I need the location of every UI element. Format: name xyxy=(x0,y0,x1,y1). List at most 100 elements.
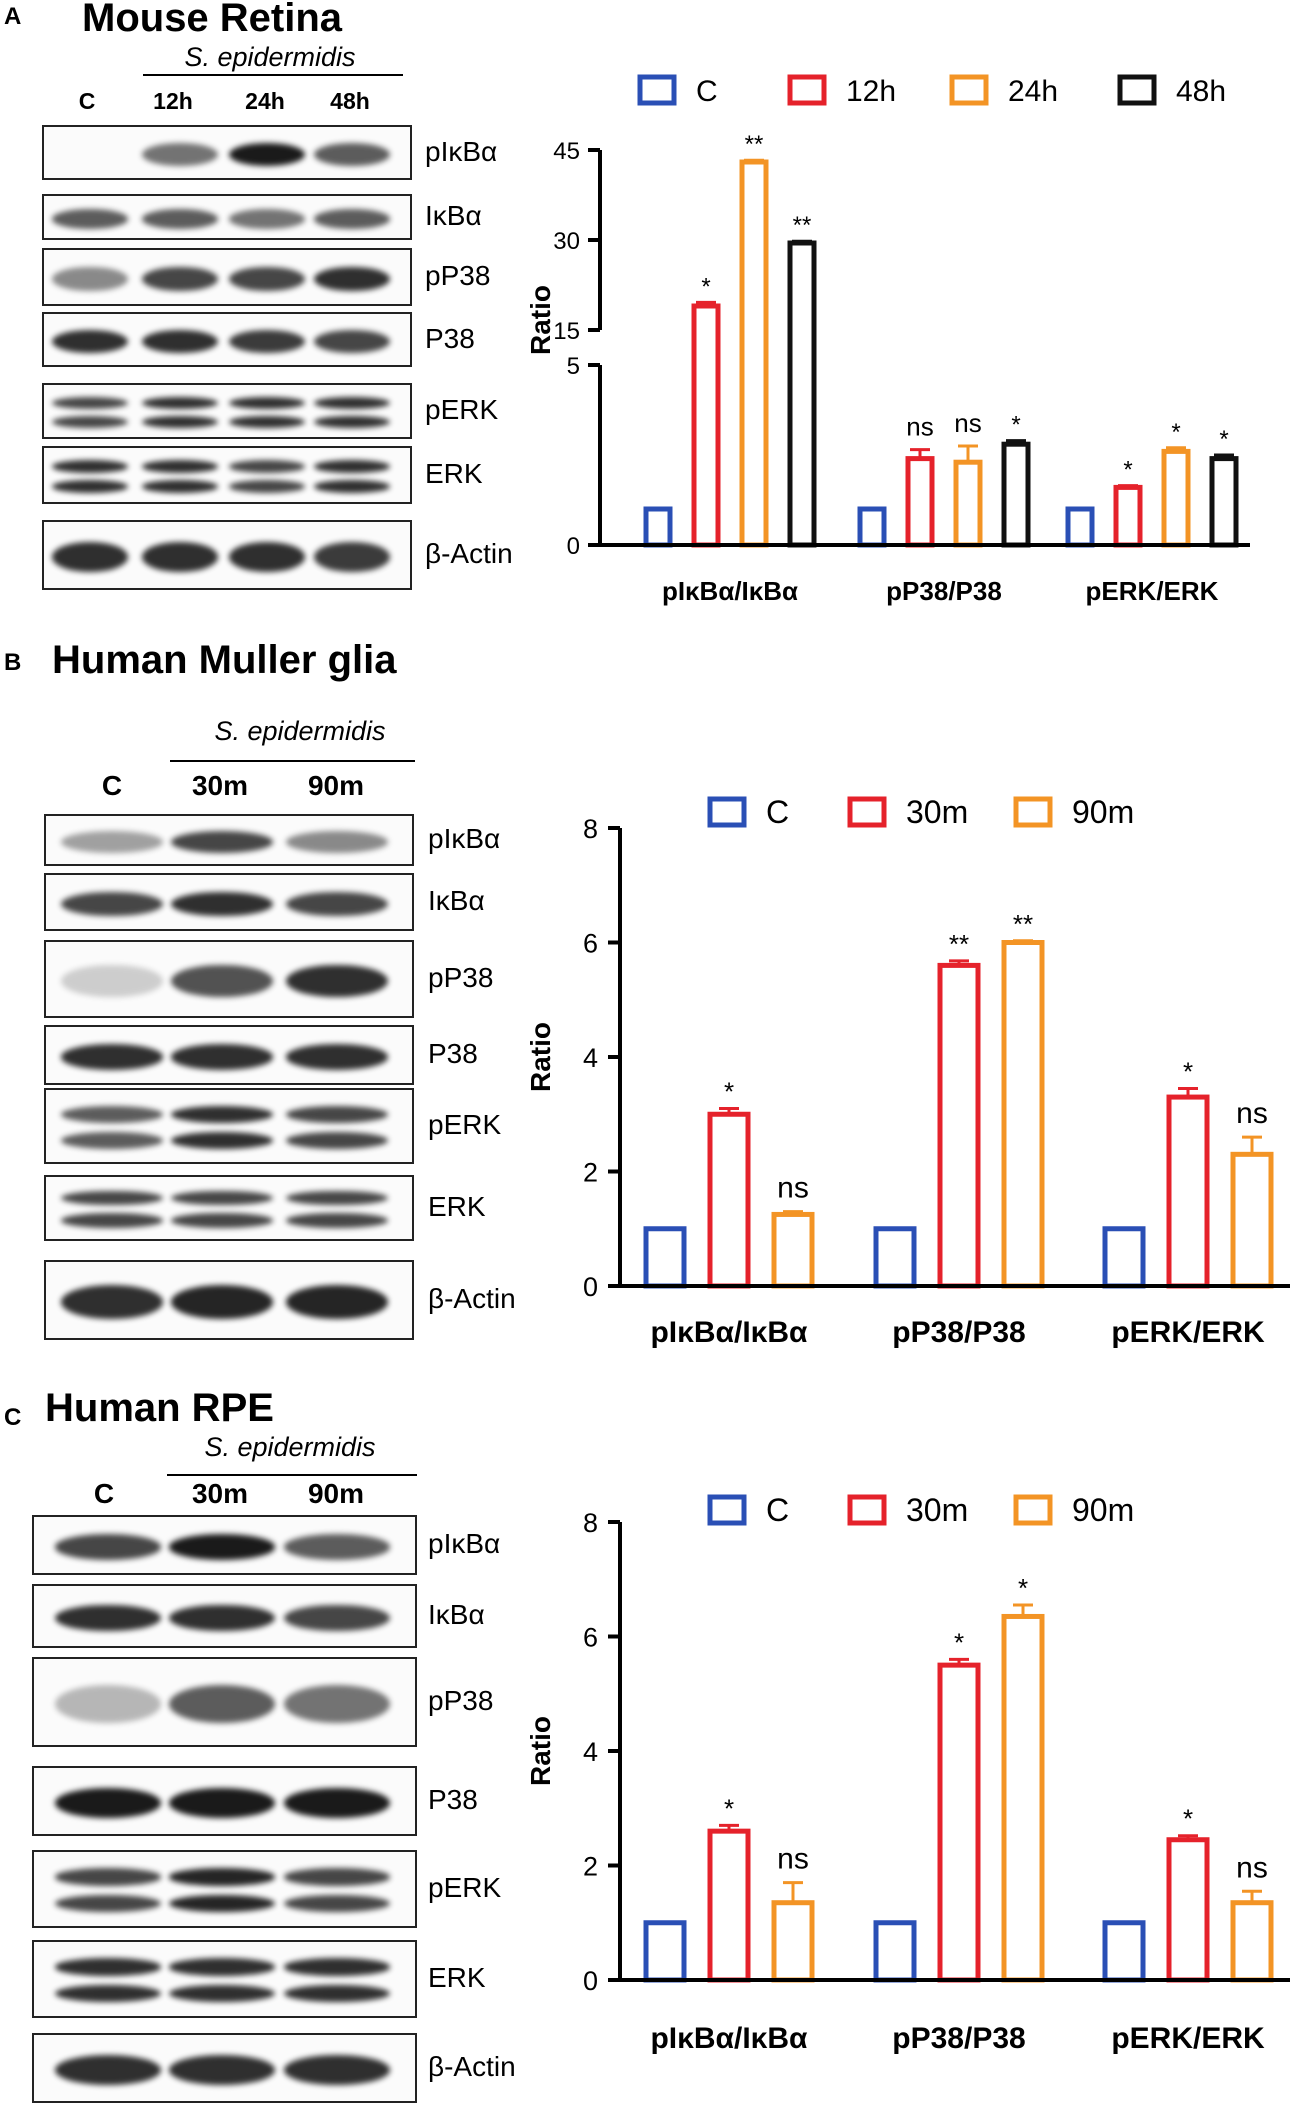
blot-band xyxy=(229,142,305,167)
blot-label-ikba: IκBα xyxy=(428,1599,485,1630)
x-tick-label: pERK/ERK xyxy=(1111,1316,1265,1349)
blot-label-p38: P38 xyxy=(428,1038,478,1069)
panel-b-lane-30m: 30m xyxy=(191,770,249,801)
y-tick-label: 8 xyxy=(583,1508,598,1538)
blot-label-beta-actin: β-Actin xyxy=(428,2051,516,2082)
blot-band xyxy=(61,1285,163,1319)
blot-band xyxy=(55,1685,161,1723)
blot-band xyxy=(55,1604,161,1632)
blot-band xyxy=(142,329,218,354)
blot-a-beta-actin xyxy=(42,520,412,590)
blot-band xyxy=(229,460,305,473)
blot-label-beta-actin: β-Actin xyxy=(425,538,513,569)
x-tick-label: pIκBα/IκBα xyxy=(650,1316,808,1349)
significance-label: ns xyxy=(1236,1851,1268,1884)
bar-c xyxy=(1102,1920,1146,1983)
blot-label-pikba: pIκBα xyxy=(428,823,501,854)
x-tick-label: pP38/P38 xyxy=(892,2022,1025,2055)
blot-c-ikba xyxy=(32,1584,417,1648)
panel-b-treatment: S. epidermidis xyxy=(214,716,386,746)
x-tick-label: pIκBα/IκBα xyxy=(650,2022,808,2055)
bar-24h xyxy=(739,159,769,548)
blot-a-pp38 xyxy=(42,248,412,306)
blot-label-ikba: IκBα xyxy=(428,885,485,916)
bar-30m xyxy=(937,1662,981,1983)
blot-band xyxy=(169,1894,275,1913)
legend-label-24h: 24h xyxy=(1008,75,1058,108)
panel-a-letter: A xyxy=(4,3,22,30)
blot-band xyxy=(52,542,128,572)
blot-band xyxy=(55,1788,161,1818)
blot-band xyxy=(314,142,390,167)
blot-label-pp38: pP38 xyxy=(428,1685,494,1716)
legend-label-90m: 90m xyxy=(1072,1492,1134,1528)
significance-label: ns xyxy=(1236,1097,1268,1130)
blot-band xyxy=(142,415,218,429)
bar-90m xyxy=(771,1900,815,1983)
blot-band xyxy=(61,964,163,998)
y-tick-label: 15 xyxy=(553,318,580,345)
y-tick-label: 5 xyxy=(567,353,580,380)
blot-band xyxy=(169,1984,275,2003)
blot-label-p38: P38 xyxy=(428,1784,478,1815)
blot-b-ikba xyxy=(44,873,414,931)
y-tick-label: 2 xyxy=(583,1158,598,1188)
blot-band xyxy=(314,266,390,292)
blot-label-erk: ERK xyxy=(425,458,483,489)
y-tick-label: 6 xyxy=(583,929,598,959)
bar-c xyxy=(643,1920,687,1983)
blot-b-p38 xyxy=(44,1025,414,1085)
legend-swatch-30m xyxy=(847,796,887,828)
bar-24h xyxy=(953,459,983,548)
blot-band xyxy=(284,2055,390,2085)
bar-48h xyxy=(787,240,817,548)
blot-c-p38 xyxy=(32,1766,417,1836)
legend-label-48h: 48h xyxy=(1176,75,1226,108)
blot-band xyxy=(142,142,218,167)
bar-c xyxy=(873,1920,917,1983)
panel-c-lane-90m: 90m xyxy=(307,1478,365,1509)
y-tick-label: 6 xyxy=(583,1623,598,1653)
blot-band xyxy=(286,891,388,917)
bar-30m xyxy=(937,962,981,1289)
blot-band xyxy=(169,1685,275,1723)
bar-30m xyxy=(707,1111,751,1289)
panel-a-lane-12h: 12h xyxy=(153,88,193,114)
significance-label: * xyxy=(1018,1573,1028,1603)
significance-label: ns xyxy=(777,1172,809,1205)
legend-label-c: C xyxy=(766,1492,789,1528)
y-tick-label: 45 xyxy=(553,138,580,165)
blot-band xyxy=(142,479,218,493)
panel-a-lane-c: C xyxy=(78,88,96,114)
blot-c-beta-actin xyxy=(32,2033,417,2103)
bar-24h xyxy=(1161,448,1191,548)
blot-label-erk: ERK xyxy=(428,1191,486,1222)
blot-band xyxy=(284,1685,390,1723)
y-axis-label: Ratio xyxy=(525,1022,556,1092)
blot-band xyxy=(229,479,305,493)
blot-band xyxy=(229,329,305,354)
blot-band xyxy=(169,1604,275,1632)
blot-band xyxy=(286,1285,388,1319)
blot-band xyxy=(61,1044,163,1070)
blot-band xyxy=(142,542,218,572)
significance-label: * xyxy=(1123,457,1132,484)
blot-band xyxy=(314,460,390,473)
panel-a-treatment-line xyxy=(143,74,403,76)
blot-band xyxy=(286,1044,388,1070)
legend-swatch-48h xyxy=(1117,74,1157,106)
blot-band xyxy=(142,460,218,473)
bar-90m xyxy=(1001,940,1045,1289)
legend-swatch-c xyxy=(707,1494,747,1526)
blot-band xyxy=(314,415,390,429)
blot-b-pp38 xyxy=(44,940,414,1018)
x-tick-label: pP38/P38 xyxy=(892,1316,1025,1349)
blot-c-erk xyxy=(32,1940,417,2018)
legend-label-c: C xyxy=(766,794,789,830)
y-tick-label: 0 xyxy=(583,1272,598,1302)
panel-b-lane-90m: 90m xyxy=(307,770,365,801)
bar-48h xyxy=(1209,456,1239,548)
panel-b-treatment-line xyxy=(170,760,415,762)
y-tick-label: 8 xyxy=(583,814,598,844)
